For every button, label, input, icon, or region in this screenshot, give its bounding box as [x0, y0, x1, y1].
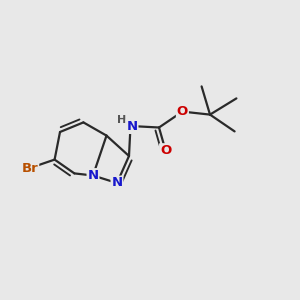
Text: N: N	[126, 120, 138, 133]
Text: O: O	[177, 105, 188, 118]
Text: Br: Br	[22, 161, 38, 175]
Text: N: N	[87, 169, 99, 182]
Text: O: O	[160, 144, 171, 157]
Text: N: N	[111, 176, 123, 190]
Text: H: H	[118, 115, 127, 125]
